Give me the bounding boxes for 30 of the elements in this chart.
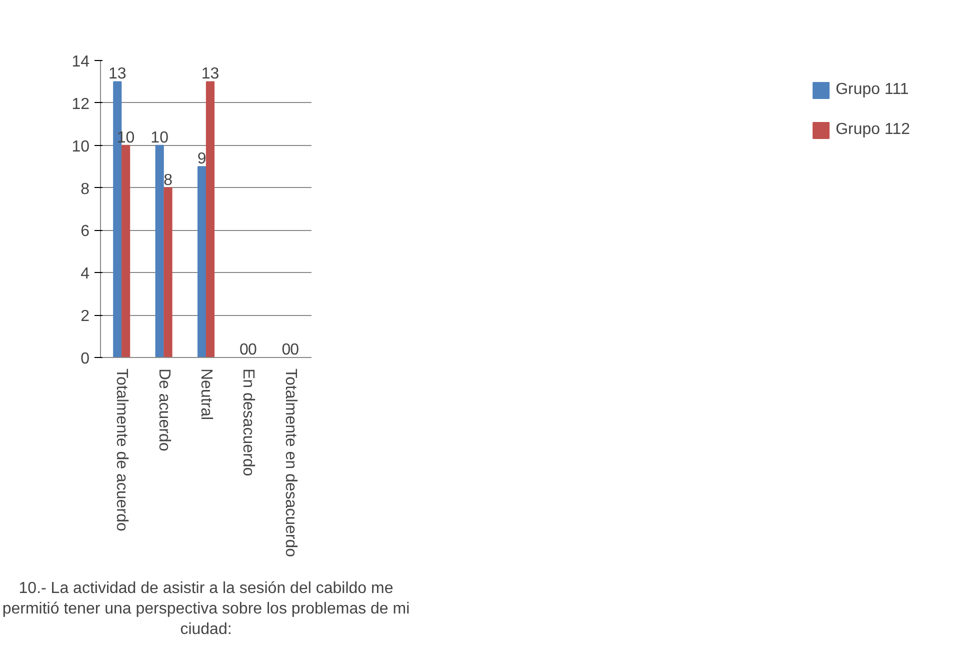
y-tick-label: 2 — [80, 308, 90, 326]
data-label: 8 — [164, 172, 173, 189]
bar — [197, 166, 206, 358]
x-tick-label: En desacuerdo — [240, 368, 257, 476]
x-tick-label: Totalmente de acuerdo — [113, 368, 130, 532]
legend-label: Grupo 111 — [836, 81, 909, 99]
y-tick-label: 10 — [72, 138, 90, 156]
x-tick-label: De acuerdo — [155, 368, 172, 452]
y-tick-label: 4 — [80, 266, 90, 283]
data-label: 10 — [150, 129, 169, 146]
data-label: 0 — [282, 342, 291, 358]
data-label: 9 — [197, 150, 206, 168]
bar — [206, 81, 215, 358]
x-axis-title: 10.- La actividad de asistir a la sesión del cabildo me permitió tener una perspectiva sobre los problemas de mi ciudad: — [2, 580, 410, 638]
bar — [155, 144, 164, 358]
data-label: 13 — [201, 66, 220, 83]
x-tick-label: Totalmente en desacuerdo — [282, 368, 299, 558]
y-tick-label: 14 — [72, 54, 90, 70]
data-label: 0 — [290, 342, 300, 358]
y-tick-label: 8 — [80, 180, 90, 198]
legend-label: Grupo 112 — [836, 121, 910, 139]
data-label: 13 — [108, 66, 126, 83]
x-tick-label: Neutral — [198, 368, 214, 420]
y-tick-label: 0 — [80, 350, 90, 368]
data-label: 0 — [240, 342, 249, 358]
bar — [122, 144, 130, 358]
data-label: 0 — [248, 342, 257, 358]
y-tick-label: 12 — [72, 96, 90, 113]
bar — [164, 187, 172, 358]
y-tick-label: 6 — [80, 223, 90, 240]
